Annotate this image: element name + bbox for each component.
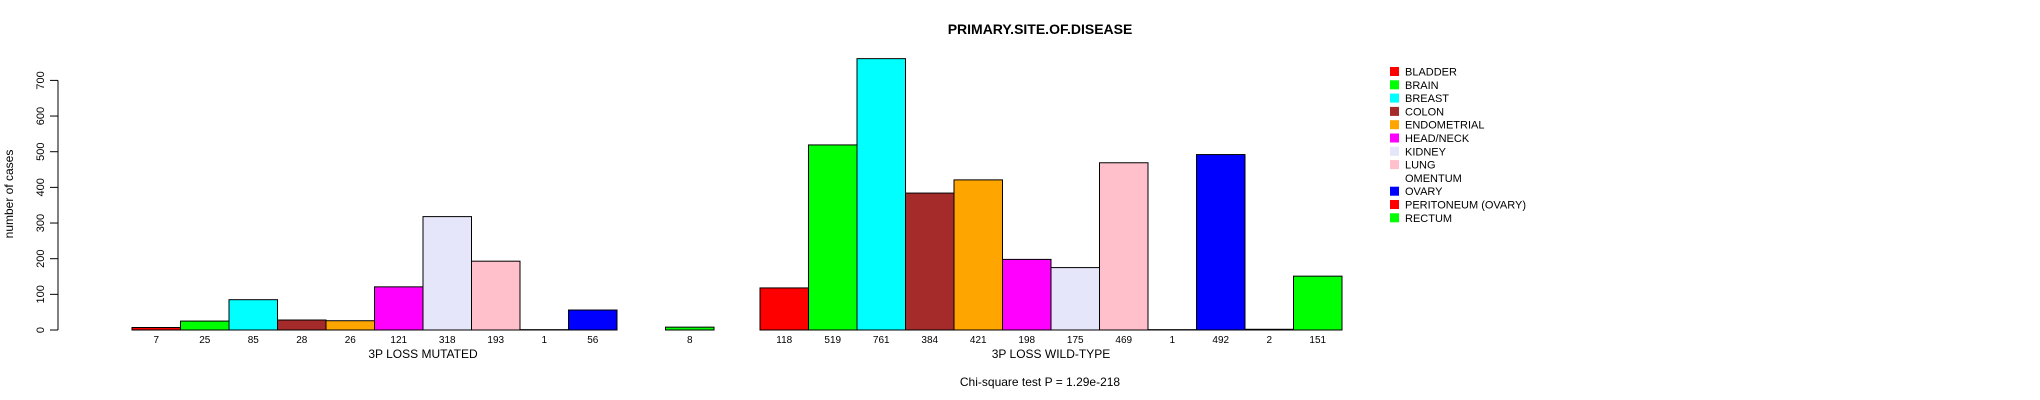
bar <box>953 179 1003 331</box>
bar-value-label: 85 <box>248 335 260 346</box>
bar <box>277 319 327 331</box>
legend-swatch <box>1390 146 1399 156</box>
bar-value-label: 384 <box>921 335 938 346</box>
legend-label: BRAIN <box>1405 80 1439 92</box>
legend-swatch <box>1390 173 1399 183</box>
bar <box>422 216 472 331</box>
y-axis-label: number of cases <box>2 150 16 239</box>
bar-value-label: 8 <box>687 335 693 346</box>
legend-item: PERITONEUM (OVARY) <box>1390 200 1526 212</box>
legend-item: RECTUM <box>1390 213 1452 225</box>
legend-swatch <box>1390 200 1399 209</box>
bar-group: 7 25 85 28 26 121 318 193 1 56 8 3P LOSS MUTATED <box>131 216 715 361</box>
y-tick-label: 300 <box>35 214 47 232</box>
bar-value-label: 193 <box>487 335 504 346</box>
legend-swatch <box>1390 67 1399 76</box>
bar <box>1293 275 1343 331</box>
legend-label: PERITONEUM (OVARY) <box>1405 200 1526 212</box>
group-label: 3P LOSS MUTATED <box>368 347 478 361</box>
legend-swatch <box>1390 133 1399 143</box>
legend-item: BREAST <box>1390 93 1449 105</box>
bar-value-label: 56 <box>587 335 599 346</box>
y-tick-label: 0 <box>35 327 47 333</box>
bar-value-label: 2 <box>1266 335 1272 346</box>
legend-label: BLADDER <box>1405 67 1457 79</box>
bar <box>374 286 424 331</box>
legend-label: LUNG <box>1405 160 1436 172</box>
bar <box>808 144 858 331</box>
chart-title: PRIMARY.SITE.OF.DISEASE <box>948 21 1133 37</box>
bar <box>228 299 278 331</box>
y-tick-label: 200 <box>35 250 47 268</box>
legend-label: OMENTUM <box>1405 173 1462 185</box>
bar <box>665 326 715 331</box>
legend-label: OVARY <box>1405 186 1443 198</box>
bar <box>1196 154 1246 331</box>
legend-item: BLADDER <box>1390 67 1457 79</box>
legend-swatch <box>1390 120 1399 130</box>
legend-label: BREAST <box>1405 93 1449 105</box>
legend-swatch <box>1390 93 1399 103</box>
bar-groups: 7 25 85 28 26 121 318 193 1 56 8 3P LOSS MUTATED 118… <box>131 58 1343 361</box>
legend-label: ENDOMETRIAL <box>1405 120 1484 132</box>
legend-item: OVARY <box>1390 186 1443 198</box>
bar-value-label: 28 <box>296 335 308 346</box>
bar-value-label: 25 <box>199 335 211 346</box>
bar-value-label: 26 <box>345 335 357 346</box>
bar <box>180 320 230 331</box>
bar <box>131 327 181 331</box>
bar-value-label: 492 <box>1212 335 1229 346</box>
bar <box>1099 162 1149 331</box>
bar-value-label: 1 <box>541 335 547 346</box>
bar <box>568 309 618 331</box>
legend-label: HEAD/NECK <box>1405 133 1470 145</box>
legend-item: KIDNEY <box>1390 146 1447 158</box>
y-axis: 0 100 200 300 400 500 600 700 <box>35 71 59 333</box>
legend-item: BRAIN <box>1390 80 1439 92</box>
legend-label: RECTUM <box>1405 213 1452 225</box>
legend-item: LUNG <box>1390 160 1436 172</box>
bar-value-label: 7 <box>153 335 159 346</box>
bar-value-label: 1 <box>1169 335 1175 346</box>
bar-value-label: 421 <box>970 335 987 346</box>
legend-swatch <box>1390 160 1399 170</box>
bar <box>759 287 809 331</box>
legend-item: HEAD/NECK <box>1390 133 1470 145</box>
bar-value-label: 761 <box>873 335 890 346</box>
bar <box>325 320 375 331</box>
y-tick-label: 600 <box>35 107 47 125</box>
bar-value-label: 118 <box>776 335 792 346</box>
bar-value-label: 519 <box>824 335 841 346</box>
group-label: 3P LOSS WILD-TYPE <box>992 347 1110 361</box>
legend-swatch <box>1390 80 1399 90</box>
bar <box>1244 328 1294 331</box>
bar-value-label: 469 <box>1115 335 1132 346</box>
bar-value-label: 198 <box>1018 335 1035 346</box>
bar <box>856 58 906 331</box>
bar-group: 118 519 761 384 421 198 175 469 1 492 2 151 3P LOSS … <box>759 58 1343 361</box>
legend-swatch <box>1390 106 1399 116</box>
bar-value-label: 151 <box>1309 335 1326 346</box>
bar-value-label: 121 <box>390 335 407 346</box>
legend-swatch <box>1390 186 1399 196</box>
legend-item: COLON <box>1390 106 1444 118</box>
bar-value-label: 175 <box>1067 335 1084 346</box>
legend-item: ENDOMETRIAL <box>1390 120 1484 132</box>
chi-square-footnote: Chi-square test P = 1.29e-218 <box>960 375 1121 389</box>
bar <box>1050 267 1100 331</box>
bar-value-label: 318 <box>439 335 456 346</box>
bar <box>471 260 521 331</box>
legend-label: KIDNEY <box>1405 146 1447 158</box>
y-tick-label: 400 <box>35 178 47 196</box>
legend-item: OMENTUM <box>1390 173 1462 185</box>
y-tick-label: 100 <box>35 285 47 303</box>
legend-label: COLON <box>1405 106 1444 118</box>
legend-swatch <box>1390 213 1399 223</box>
y-tick-label: 500 <box>35 143 47 161</box>
bar <box>905 192 955 331</box>
y-tick-label: 700 <box>35 71 47 89</box>
bar <box>1002 258 1052 331</box>
